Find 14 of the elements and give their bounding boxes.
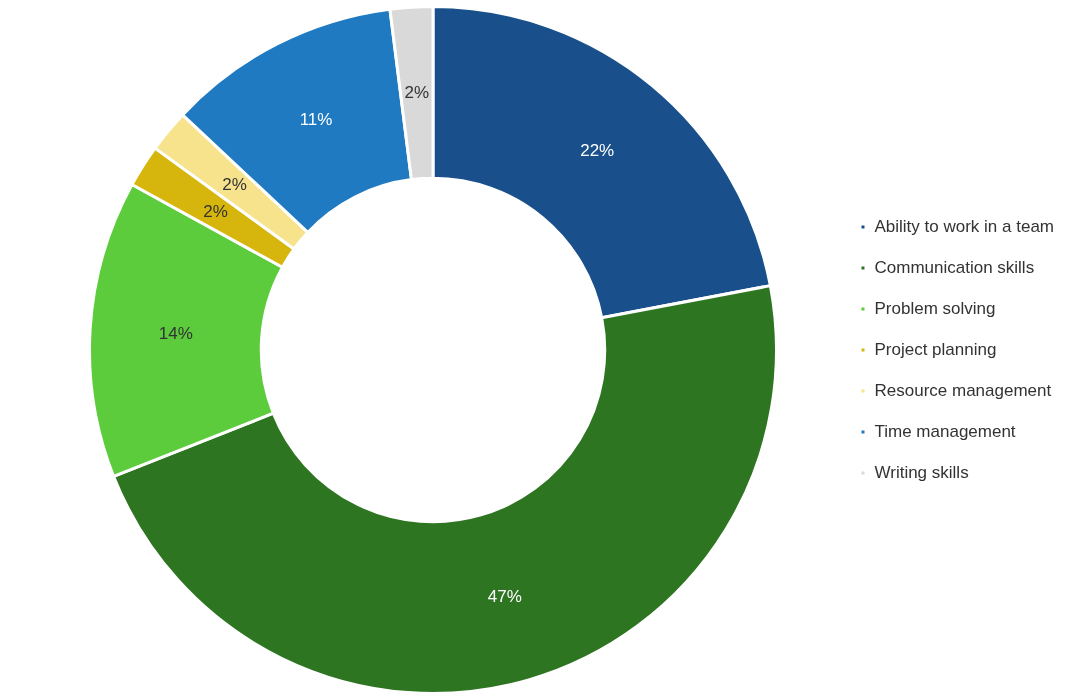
legend-label: Writing skills xyxy=(874,462,969,482)
data-label: 22% xyxy=(580,141,615,161)
legend-label: Time management xyxy=(874,421,1016,441)
data-label: 2% xyxy=(404,82,430,102)
data-label: 47% xyxy=(487,587,522,607)
data-label: 2% xyxy=(222,175,247,195)
legend-label: Problem solving xyxy=(874,298,996,318)
legend-label: Communication skills xyxy=(874,257,1035,277)
legend-label: Project planning xyxy=(874,339,997,359)
data-label: 11% xyxy=(299,110,333,130)
data-label: 2% xyxy=(203,201,228,221)
legend-label: Resource management xyxy=(874,380,1052,400)
data-label: 14% xyxy=(158,323,193,343)
legend-label: Ability to work in a team xyxy=(874,216,1054,236)
